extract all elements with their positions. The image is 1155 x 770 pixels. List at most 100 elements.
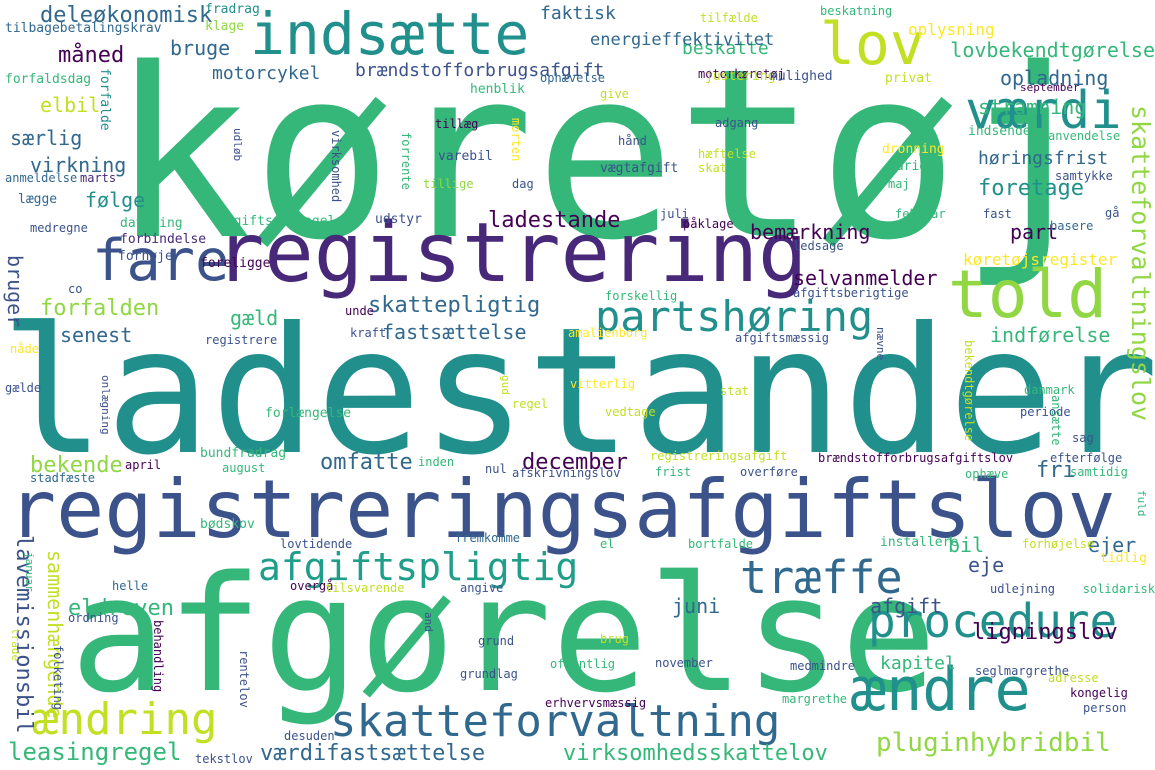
cloud-word: vitterlig — [570, 377, 636, 391]
cloud-word: solidarisk — [1082, 582, 1155, 596]
cloud-word: beskatning — [820, 4, 893, 18]
cloud-word: henblik — [470, 82, 525, 97]
cloud-word: grund — [478, 634, 515, 648]
cloud-word: motorcykel — [212, 63, 321, 84]
cloud-word: bekende — [30, 453, 123, 478]
cloud-word: onlægning — [99, 375, 112, 435]
cloud-word: frist — [655, 465, 692, 479]
cloud-word: leasingregel — [8, 738, 182, 766]
cloud-word: eldreven — [68, 596, 174, 621]
cloud-word: ændre — [850, 655, 1031, 725]
cloud-word: gud — [499, 375, 512, 395]
cloud-word: fare — [92, 228, 230, 294]
cloud-word: medmindre — [790, 659, 856, 673]
cloud-word: ladestander — [0, 291, 1155, 494]
cloud-word: træffe — [740, 551, 903, 604]
cloud-word: ladestande — [488, 208, 621, 233]
cloud-word: høringsfrist — [978, 148, 1109, 169]
cloud-word: udstyr — [375, 212, 422, 227]
cloud-word: trade — [9, 628, 22, 662]
cloud-word: indsende — [968, 124, 1031, 139]
cloud-word: fast — [983, 207, 1012, 221]
cloud-word: varig — [888, 159, 928, 174]
cloud-word: forfalden — [40, 296, 160, 321]
cloud-word: forskellig — [605, 289, 678, 303]
cloud-word: justering — [705, 69, 776, 84]
cloud-word: bekendtgørelse — [962, 340, 976, 442]
cloud-word: ejer — [1088, 533, 1137, 557]
cloud-word: margrethe — [782, 692, 848, 706]
cloud-word: fastsættelse — [382, 320, 527, 344]
cloud-word: angive — [460, 581, 504, 595]
cloud-word: registreringsafgift — [650, 449, 788, 463]
cloud-word: september — [1020, 81, 1080, 94]
cloud-word: samtidig — [1070, 465, 1128, 479]
cloud-word: ophæve — [965, 467, 1009, 481]
cloud-word: gå — [1105, 206, 1120, 220]
cloud-word: tilfælde — [700, 11, 758, 25]
cloud-word: morten — [509, 118, 523, 162]
cloud-word: unde — [345, 304, 374, 318]
cloud-word: brug — [600, 632, 629, 646]
cloud-word: behandling — [151, 620, 165, 693]
cloud-word: ansætte — [1049, 395, 1063, 446]
cloud-word: tilbagebetalingskrav — [5, 21, 162, 36]
cloud-word: bruger — [3, 255, 27, 328]
cloud-word: august — [222, 461, 266, 475]
cloud-word: bundfradrag — [200, 446, 287, 461]
cloud-word: give — [600, 87, 629, 101]
cloud-word: kapitel — [880, 653, 956, 674]
cloud-word: fradrag — [205, 2, 260, 17]
cloud-word: partshøring — [595, 292, 874, 341]
cloud-word: tillige — [423, 177, 474, 191]
cloud-word: indsætte — [250, 0, 530, 68]
cloud-word: efterfølge — [1050, 451, 1123, 465]
cloud-word: afgiftsberigtige — [793, 286, 909, 300]
cloud-word: januar — [23, 552, 36, 592]
cloud-word: juli — [660, 207, 689, 221]
cloud-word: værdifastsættelse — [260, 741, 486, 766]
cloud-word: bødskov — [200, 517, 255, 532]
cloud-word: elbil — [40, 93, 101, 117]
cloud-word: lovtidende — [280, 537, 353, 551]
cloud-word: adresse — [1048, 671, 1099, 685]
cloud-word: november — [655, 656, 713, 670]
cloud-word: ændring — [32, 694, 218, 745]
cloud-word: eje — [968, 553, 1005, 577]
cloud-word: hånd — [618, 134, 647, 148]
cloud-word: registrere — [205, 333, 278, 347]
cloud-word: ordning — [68, 611, 119, 625]
cloud-word: inden — [418, 455, 455, 469]
cloud-word: selvanmelder — [793, 266, 938, 290]
cloud-word: basere — [1050, 219, 1094, 233]
cloud-word: opladning — [1000, 66, 1109, 90]
cloud-word: bil — [948, 533, 985, 557]
cloud-word: danmark — [1024, 383, 1075, 397]
cloud-word: ophævelse — [540, 71, 606, 85]
cloud-word: part — [1010, 220, 1059, 244]
cloud-word: afgørelse — [70, 541, 937, 728]
cloud-word: erhvervsmæssig — [545, 696, 647, 710]
cloud-word: lov — [820, 10, 925, 78]
cloud-word: fuld — [1135, 490, 1148, 517]
cloud-word: maj — [888, 177, 910, 191]
cloud-word: grundlag — [460, 667, 518, 681]
cloud-word: dag — [512, 177, 534, 191]
cloud-word: nul — [485, 462, 507, 476]
cloud-word: kongelig — [1070, 686, 1128, 700]
cloud-word: værdi — [965, 81, 1122, 141]
cloud-word: stat — [720, 384, 749, 398]
cloud-word: overgå — [290, 579, 334, 593]
cloud-word: forbindelse — [120, 232, 207, 247]
cloud-word: varebil — [438, 149, 493, 164]
cloud-word: gælde — [5, 381, 42, 395]
cloud-word: overføre — [740, 465, 798, 479]
cloud-word: registreringsafgiftslov — [8, 463, 1116, 556]
cloud-word: følge — [85, 188, 146, 212]
cloud-word: anvendelse — [1048, 129, 1121, 143]
cloud-word: energieffektivitet — [590, 30, 775, 50]
cloud-word: pluginhybridbil — [876, 728, 1111, 758]
cloud-word: fri — [1036, 458, 1076, 483]
cloud-word: forhøjelse — [1022, 537, 1095, 551]
